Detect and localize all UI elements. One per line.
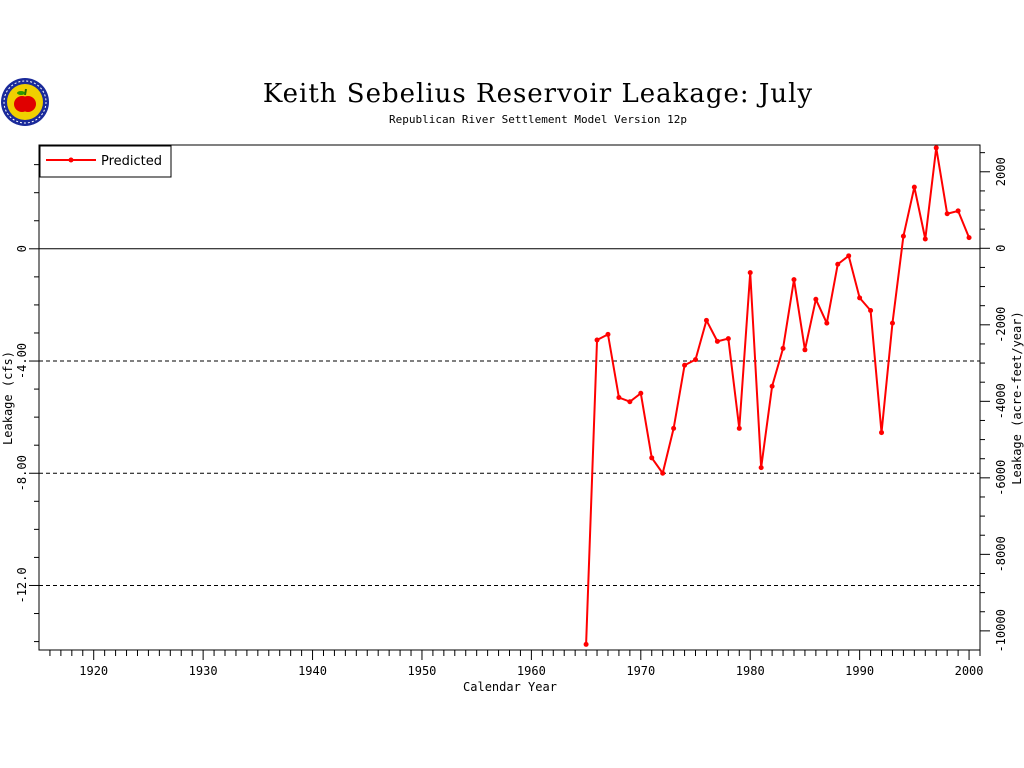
x-tick-label: 1970: [626, 664, 655, 678]
data-point: [747, 270, 753, 276]
x-tick-label: 1920: [79, 664, 108, 678]
data-point: [682, 362, 688, 368]
data-point: [933, 145, 939, 151]
y2-tick-label: -4000: [994, 383, 1008, 419]
data-point: [846, 253, 852, 259]
x-tick-label: 1960: [517, 664, 546, 678]
data-point: [605, 331, 611, 337]
data-point: [627, 399, 633, 405]
data-point: [900, 233, 906, 239]
y2-axis-label: Leakage (acre-feet/year): [1010, 311, 1024, 484]
data-point: [835, 261, 841, 267]
data-point: [868, 308, 874, 314]
legend-box: [39, 145, 172, 178]
series-predicted: [583, 145, 972, 647]
y-tick-label: -4.00: [15, 343, 29, 379]
data-point: [758, 465, 764, 471]
data-point: [813, 296, 819, 302]
data-point: [714, 338, 720, 344]
data-point: [660, 470, 666, 476]
data-point: [911, 184, 917, 190]
y-tick-label: 0: [15, 245, 29, 252]
data-point: [966, 235, 972, 241]
data-point: [802, 347, 808, 353]
legend: Predicted: [39, 145, 172, 178]
data-point: [889, 320, 895, 326]
data-point: [725, 336, 731, 342]
data-point: [693, 357, 699, 363]
data-point: [780, 345, 786, 351]
y2-tick-label: 0: [994, 245, 1008, 252]
x-tick-label: 1990: [845, 664, 874, 678]
legend-label-predicted: Predicted: [101, 154, 162, 169]
y2-tick-label: -6000: [994, 460, 1008, 496]
series-line: [585, 146, 970, 645]
y-tick-label: -12.0: [15, 567, 29, 603]
y-axis-right: 2000 0 -2000 -4000 -6000 -8000 -10000: [980, 152, 1008, 653]
y-axis-label: Leakage (cfs): [1, 351, 15, 445]
data-point: [791, 277, 797, 283]
data-point: [616, 395, 622, 400]
y2-tick-label: 2000: [994, 157, 1008, 186]
x-axis: 1920 1930 1940 1950 1960 1970 1980 1990 2000: [49, 650, 984, 678]
y-tick-label: -8.00: [15, 455, 29, 491]
data-point: [671, 425, 677, 431]
y-axis-left: 0 -4.00 -8.00 -12.0: [15, 164, 39, 643]
data-point: [857, 295, 863, 301]
y2-tick-label: -2000: [994, 307, 1008, 343]
data-point: [594, 337, 600, 343]
chart-title: Keith Sebelius Reservoir Leakage: July: [263, 79, 813, 109]
y2-tick-label: -10000: [994, 609, 1008, 652]
x-tick-label: 1930: [189, 664, 218, 678]
data-point: [769, 383, 775, 389]
data-point: [649, 455, 655, 461]
x-tick-label: 1940: [298, 664, 327, 678]
data-point: [824, 320, 830, 326]
chart-subtitle: Republican River Settlement Model Versio…: [389, 113, 687, 126]
apple-seal-icon: [1, 78, 49, 126]
data-point: [955, 208, 961, 214]
data-point: [879, 430, 885, 436]
reference-lines: [39, 248, 980, 586]
data-point: [922, 236, 928, 242]
x-tick-label: 2000: [955, 664, 984, 678]
y2-tick-label: -8000: [994, 536, 1008, 572]
data-point: [583, 641, 589, 647]
data-point: [703, 317, 709, 323]
data-point: [736, 425, 742, 431]
x-axis-label: Calendar Year: [463, 680, 557, 694]
data-point: [944, 211, 950, 217]
x-tick-label: 1950: [408, 664, 437, 678]
legend-marker-predicted: [68, 157, 74, 163]
data-point: [638, 390, 644, 396]
plot-frame: [38, 144, 981, 651]
x-tick-label: 1980: [736, 664, 765, 678]
